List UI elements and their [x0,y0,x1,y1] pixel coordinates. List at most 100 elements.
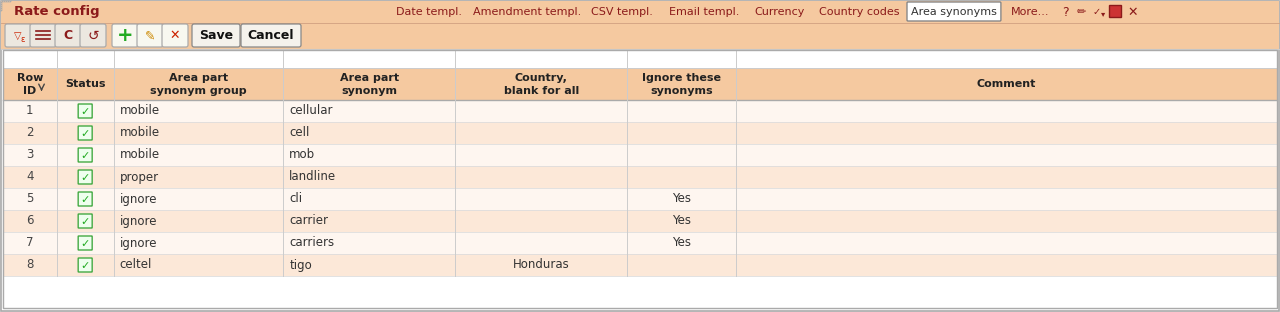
Text: Save: Save [198,29,233,42]
Text: cell: cell [289,126,310,139]
FancyBboxPatch shape [78,148,92,162]
Text: ✓: ✓ [81,173,90,183]
Bar [3,166,1277,188]
Text: mob: mob [289,149,315,162]
Text: Yes: Yes [672,215,691,227]
Bar [3,276,1277,308]
Text: cellular: cellular [289,105,333,118]
FancyBboxPatch shape [908,2,1001,21]
Bar [3,50,1277,308]
Text: ignore: ignore [120,193,157,206]
Text: CSV templ.: CSV templ. [590,7,653,17]
Text: Row: Row [17,73,44,83]
Text: Country,: Country, [515,73,568,83]
Text: Ignore these: Ignore these [641,73,721,83]
FancyBboxPatch shape [78,192,92,206]
Bar [3,100,1277,122]
Text: ID: ID [23,86,36,96]
Text: ✎: ✎ [145,30,155,43]
Text: landline: landline [289,170,337,183]
Bar [3,254,1277,276]
FancyBboxPatch shape [78,104,92,118]
FancyBboxPatch shape [113,24,138,47]
Bar [3,122,1277,144]
Bar [1,1,1279,23]
FancyBboxPatch shape [163,24,188,47]
Text: Yes: Yes [672,236,691,250]
Bar [3,210,1277,232]
Text: ✏: ✏ [1076,7,1085,17]
Text: Email templ.: Email templ. [668,7,739,17]
Text: tigo: tigo [289,259,312,271]
Text: ε: ε [20,35,26,44]
Bar [3,50,1277,308]
Text: Amendment templ.: Amendment templ. [472,7,581,17]
Text: 4: 4 [26,170,33,183]
Text: 2: 2 [26,126,33,139]
Text: Yes: Yes [672,193,691,206]
Text: carriers: carriers [289,236,334,250]
FancyBboxPatch shape [192,24,241,47]
Text: mobile: mobile [120,105,160,118]
Text: mobile: mobile [120,126,160,139]
Text: ✓: ✓ [81,261,90,271]
Text: Cancel: Cancel [248,29,294,42]
Text: More...: More... [1011,7,1050,17]
FancyBboxPatch shape [78,258,92,272]
FancyBboxPatch shape [55,24,81,47]
Text: ✕: ✕ [170,29,180,42]
Text: +: + [116,26,133,45]
Text: carrier: carrier [289,215,328,227]
Text: synonyms: synonyms [650,86,713,96]
Text: 6: 6 [26,215,33,227]
FancyBboxPatch shape [29,24,56,47]
Text: 5: 5 [26,193,33,206]
Bar [3,68,1277,100]
Text: ignore: ignore [120,236,157,250]
Text: ✓: ✓ [81,194,90,204]
Bar [1108,5,1121,17]
Text: synonym group: synonym group [150,86,247,96]
Text: Date templ.: Date templ. [396,7,462,17]
Text: cli: cli [289,193,302,206]
FancyBboxPatch shape [78,214,92,228]
Text: C: C [64,29,73,42]
Text: ✕: ✕ [1128,6,1138,18]
Text: ✓: ✓ [81,150,90,160]
Text: celtel: celtel [120,259,152,271]
Text: ignore: ignore [120,215,157,227]
Text: 3: 3 [26,149,33,162]
Text: Currency: Currency [755,7,805,17]
Text: 8: 8 [26,259,33,271]
Text: Area part: Area part [339,73,399,83]
Text: Rate config: Rate config [14,6,100,18]
Text: mobile: mobile [120,149,160,162]
FancyBboxPatch shape [78,236,92,250]
Text: ✓: ✓ [1093,7,1101,17]
Text: ↺: ↺ [87,28,99,42]
Text: ✓: ✓ [81,129,90,139]
FancyBboxPatch shape [78,126,92,140]
FancyBboxPatch shape [5,24,31,47]
Text: Area synonyms: Area synonyms [911,7,997,17]
Bar [3,50,1277,68]
Bar [1,23,1279,49]
Bar [3,232,1277,254]
Text: proper: proper [120,170,159,183]
Text: Comment: Comment [977,79,1036,89]
Text: 1: 1 [26,105,33,118]
Text: Status: Status [65,79,105,89]
Text: ✓: ✓ [81,217,90,227]
FancyBboxPatch shape [78,170,92,184]
Text: Honduras: Honduras [513,259,570,271]
Text: Area part: Area part [169,73,228,83]
Text: 7: 7 [26,236,33,250]
Bar [3,188,1277,210]
Text: ▽: ▽ [14,31,22,41]
Text: ▾: ▾ [1101,9,1105,18]
Bar [3,144,1277,166]
Text: ✓: ✓ [81,106,90,116]
Text: ?: ? [1061,6,1069,18]
Text: Country codes: Country codes [819,7,900,17]
Text: ✓: ✓ [81,238,90,248]
